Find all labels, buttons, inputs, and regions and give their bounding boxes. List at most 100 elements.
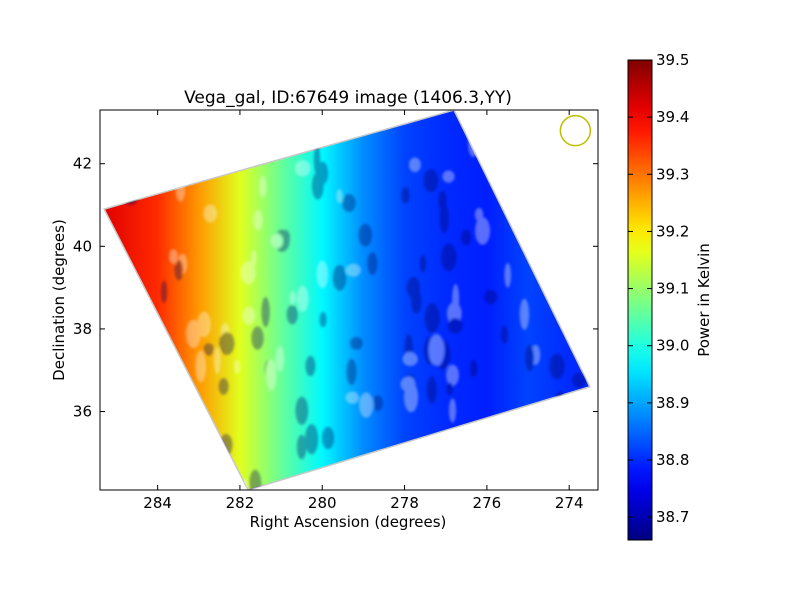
texture-blob xyxy=(423,169,439,193)
y-axis-label: Declination (degrees) xyxy=(50,219,68,381)
texture-blob xyxy=(345,263,361,277)
texture-blob xyxy=(296,285,309,313)
axes-frame xyxy=(99,109,599,491)
x-tick-label: 278 xyxy=(390,494,419,512)
texture-blob xyxy=(372,395,383,412)
texture-blob xyxy=(203,204,218,223)
texture-blob xyxy=(408,157,421,173)
texture-blob xyxy=(460,229,472,246)
texture-blob xyxy=(349,336,363,350)
colorbar-tick-label: 39.1 xyxy=(656,280,689,298)
texture-blob xyxy=(275,345,285,372)
texture-blob xyxy=(304,424,319,455)
y-tick-label: 42 xyxy=(73,155,92,173)
texture-blob xyxy=(401,187,410,204)
texture-blob xyxy=(400,376,416,392)
texture-blob xyxy=(549,353,565,380)
texture-blob xyxy=(500,325,508,345)
texture-blob xyxy=(411,289,422,314)
texture-blob xyxy=(294,160,311,177)
colorbar-label: Power in Kelvin xyxy=(695,243,713,357)
colorbar-tick-label: 39.2 xyxy=(656,222,689,240)
texture-blob xyxy=(203,343,214,356)
texture-blob xyxy=(319,311,327,328)
texture-blob xyxy=(345,391,360,404)
texture-blob xyxy=(250,250,257,267)
texture-blob xyxy=(265,358,277,391)
texture-blob xyxy=(195,350,206,383)
texture-blob xyxy=(311,172,324,200)
texture-blob xyxy=(446,364,459,386)
texture-blob xyxy=(446,382,454,396)
texture-blob xyxy=(424,302,440,334)
texture-blob xyxy=(525,344,535,372)
texture-blob xyxy=(519,298,530,330)
texture-blob xyxy=(249,469,262,490)
texture-blob xyxy=(447,317,463,334)
x-tick-label: 276 xyxy=(473,494,502,512)
texture-blob xyxy=(242,306,256,325)
chart-title: Vega_gal, ID:67649 image (1406.3,YY) xyxy=(184,88,512,108)
x-axis-ticks: 284 282 280 278 276 274 xyxy=(143,110,584,512)
texture-blob xyxy=(336,189,343,204)
texture-blob xyxy=(484,289,498,305)
texture-blob xyxy=(161,280,168,304)
texture-blob xyxy=(439,203,449,234)
colorbar-tick-label: 38.8 xyxy=(656,451,689,469)
sky-footprint-heatmap xyxy=(103,110,591,490)
colorbar-tick-label: 39.0 xyxy=(656,337,689,355)
texture-blob xyxy=(358,223,373,247)
texture-blob xyxy=(474,216,491,245)
texture-blob xyxy=(572,372,587,389)
plot-area: 284 282 280 278 276 274 36 38 40 42 xyxy=(73,109,599,512)
texture-blob xyxy=(218,378,229,395)
texture-blob xyxy=(316,260,329,289)
texture-blob xyxy=(251,326,264,350)
texture-blob xyxy=(321,426,335,450)
colorbar-tick-label: 39.3 xyxy=(656,165,689,183)
x-tick-label: 280 xyxy=(308,494,337,512)
texture-blob xyxy=(332,264,347,291)
y-tick-label: 38 xyxy=(73,320,92,338)
texture-blob xyxy=(185,319,201,349)
texture-blob xyxy=(448,398,457,423)
texture-blob xyxy=(258,175,267,198)
y-tick-label: 40 xyxy=(73,237,92,255)
texture-blob xyxy=(295,396,309,425)
beam-marker xyxy=(559,114,592,147)
texture-blob xyxy=(286,304,298,325)
x-tick-label: 274 xyxy=(555,494,584,512)
texture-blob xyxy=(442,170,455,183)
texture-blob xyxy=(359,392,374,418)
colorbar-tick-label: 39.5 xyxy=(656,51,689,69)
texture-blob xyxy=(305,355,316,377)
texture-blob xyxy=(174,259,184,281)
colorbar-tick-label: 38.7 xyxy=(656,508,689,526)
colorbar-tick-label: 38.9 xyxy=(656,394,689,412)
y-tick-label: 36 xyxy=(73,403,92,421)
texture-blob xyxy=(341,194,356,212)
texture-blob xyxy=(234,359,241,375)
texture-blob xyxy=(402,352,418,366)
texture-blob xyxy=(219,331,235,356)
texture-blob xyxy=(253,209,263,231)
texture-blob xyxy=(346,358,357,385)
x-tick-label: 284 xyxy=(143,494,172,512)
texture-blob xyxy=(428,333,445,366)
texture-blob xyxy=(426,376,437,404)
texture-blob xyxy=(313,144,321,175)
texture-blob xyxy=(367,252,378,276)
texture-blob xyxy=(261,296,270,328)
colorbar: 38.7 38.8 38.9 39.0 39.1 39.2 39.3 39.4 39.5 Pow… xyxy=(627,51,713,541)
texture-blob xyxy=(289,291,297,305)
texture-blob xyxy=(469,359,478,378)
colorbar-gradient xyxy=(627,59,653,541)
texture-blob xyxy=(240,261,256,285)
texture-blob xyxy=(168,249,178,264)
texture-blob xyxy=(296,434,307,460)
texture-blob xyxy=(214,346,221,375)
texture-blob xyxy=(270,233,283,249)
texture-blob xyxy=(504,262,512,288)
texture-blob xyxy=(440,243,457,272)
